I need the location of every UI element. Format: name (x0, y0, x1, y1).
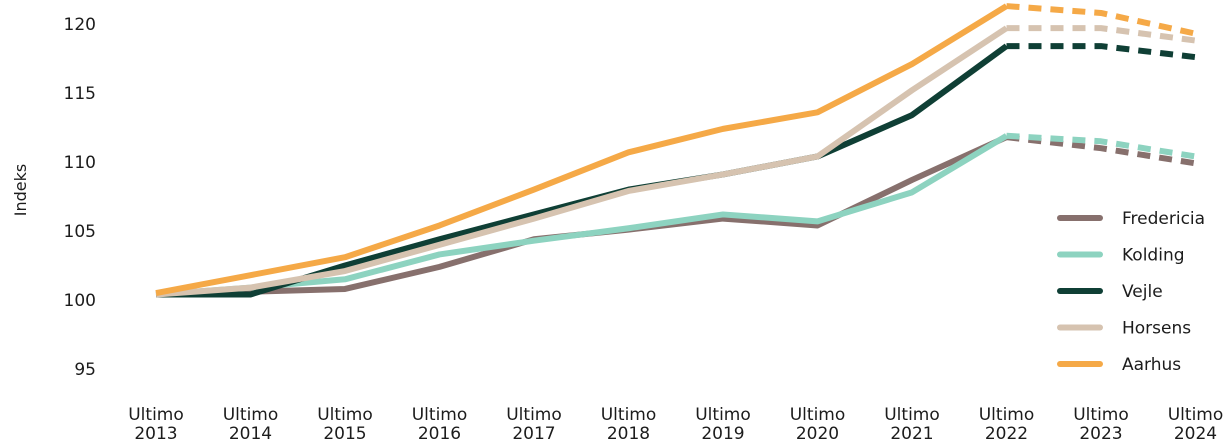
series-line-kolding (155, 133, 1009, 298)
legend-label-vejle: Vejle (1122, 282, 1163, 302)
x-tick-label: Ultimo 2017 (506, 405, 562, 444)
x-tick-label: Ultimo 2016 (412, 405, 468, 444)
y-tick-label: 115 (64, 84, 96, 104)
x-tick-label-line: Ultimo (1168, 405, 1224, 425)
x-tick-label-line: Ultimo (223, 405, 279, 425)
series-line-aarhus (155, 3, 1009, 297)
x-tick-label-line: 2020 (796, 424, 839, 444)
legend-label-aarhus: Aarhus (1122, 355, 1181, 375)
x-tick-label-line: 2024 (1174, 424, 1217, 444)
x-tick-label-line: Ultimo (317, 405, 373, 425)
y-axis-ticks: 95 100 105 110 115 120 (64, 15, 96, 380)
x-tick-label-line: 2015 (323, 424, 366, 444)
x-tick-label-line: 2022 (985, 424, 1028, 444)
x-tick-label: Ultimo 2024 (1168, 405, 1224, 444)
x-tick-label: Ultimo 2020 (790, 405, 846, 444)
series-lines (155, 3, 1197, 298)
y-tick-label: 105 (64, 222, 96, 242)
legend-label-horsens: Horsens (1122, 319, 1191, 339)
y-tick-label: 120 (64, 15, 96, 35)
legend-label-kolding: Kolding (1122, 246, 1185, 266)
x-tick-label-line: 2023 (1079, 424, 1122, 444)
x-tick-label-line: Ultimo (884, 405, 940, 425)
x-tick-label: Ultimo 2018 (601, 405, 657, 444)
series-forecast-vejle (1006, 43, 1196, 61)
x-tick-label: Ultimo 2021 (884, 405, 940, 444)
legend-label-fredericia: Fredericia (1122, 209, 1205, 229)
x-tick-label: Ultimo 2019 (695, 405, 751, 444)
x-tick-label-line: Ultimo (1073, 405, 1129, 425)
y-tick-label: 110 (64, 153, 96, 173)
x-tick-label-line: 2013 (134, 424, 177, 444)
x-tick-label-line: 2019 (701, 424, 744, 444)
x-tick-label: Ultimo 2023 (1073, 405, 1129, 444)
y-tick-label: 100 (64, 291, 96, 311)
x-tick-label: Ultimo 2022 (979, 405, 1035, 444)
legend: Fredericia Kolding Vejle Horsens Aarhus (1057, 209, 1205, 375)
x-tick-label-line: Ultimo (412, 405, 468, 425)
x-tick-label: Ultimo 2015 (317, 405, 373, 444)
x-tick-label-line: Ultimo (790, 405, 846, 425)
x-tick-label-line: Ultimo (601, 405, 657, 425)
x-tick-label-line: Ultimo (506, 405, 562, 425)
x-tick-label-line: 2017 (512, 424, 555, 444)
x-tick-label: Ultimo 2013 (128, 405, 184, 444)
x-tick-label-line: 2021 (890, 424, 933, 444)
x-tick-label-line: Ultimo (695, 405, 751, 425)
x-tick-label-line: 2018 (607, 424, 650, 444)
y-axis-title: Indeks (11, 164, 30, 216)
x-tick-label-line: 2014 (229, 424, 272, 444)
series-line-horsens (155, 25, 1009, 298)
y-tick-label: 95 (74, 360, 96, 380)
x-tick-label-line: 2016 (418, 424, 461, 444)
x-tick-label-line: Ultimo (979, 405, 1035, 425)
x-tick-label: Ultimo 2014 (223, 405, 279, 444)
x-tick-label-line: Ultimo (128, 405, 184, 425)
